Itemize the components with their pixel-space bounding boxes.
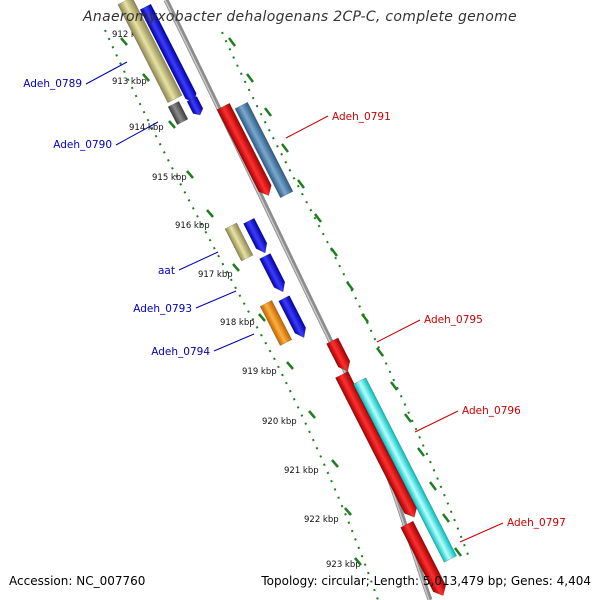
ruler-tick-mark	[206, 209, 214, 218]
ruler-tick-label: 919 kbp	[242, 367, 277, 377]
gene-label[interactable]: Adeh_0795	[424, 314, 483, 326]
gene-feature[interactable]	[352, 377, 458, 563]
gene-label-leader	[115, 121, 159, 146]
ruler-tick-label: 920 kbp	[262, 417, 297, 427]
gene-label[interactable]: Adeh_0794	[151, 346, 210, 358]
ruler-tick-label: 917 kbp	[198, 270, 233, 280]
ruler-tick-mark	[286, 361, 294, 370]
gene-label[interactable]: Adeh_0797	[507, 517, 566, 529]
gene-label-leader	[85, 61, 128, 85]
gene-label[interactable]: Adeh_0796	[462, 405, 521, 417]
gene-label-leader	[414, 410, 459, 433]
accession-text: Accession: NC_007760	[9, 574, 146, 588]
forward-ring-dash	[454, 547, 462, 557]
ruler-tick-mark	[168, 120, 176, 129]
gene-feature[interactable]	[326, 337, 353, 374]
gene-label-leader	[195, 290, 237, 309]
gene-feature[interactable]	[117, 0, 183, 104]
ruler-tick-mark	[142, 73, 150, 82]
gene-label[interactable]: Adeh_0789	[23, 78, 82, 90]
ruler-tick-label: 921 kbp	[284, 466, 319, 476]
gene-feature[interactable]	[167, 100, 189, 126]
ruler-tick-label: 922 kbp	[304, 515, 339, 525]
ruler-tick-mark	[344, 507, 352, 516]
forward-ring-dash	[281, 143, 289, 153]
forward-ring-dash	[404, 413, 412, 423]
gene-feature[interactable]	[234, 101, 294, 199]
gene-label[interactable]: aat	[158, 265, 175, 277]
forward-ring-dash	[314, 213, 322, 223]
ruler-tick-label: 916 kbp	[175, 221, 210, 231]
gene-feature[interactable]	[259, 300, 293, 346]
ruler-tick-label: 913 kbp	[112, 77, 147, 87]
gene-feature[interactable]	[224, 222, 254, 262]
ruler-tick-mark	[331, 459, 339, 468]
ruler-tick-mark	[232, 263, 240, 272]
gene-label-leader	[178, 251, 219, 271]
gene-label[interactable]: Adeh_0790	[53, 139, 112, 151]
ruler-tick-mark	[258, 313, 266, 322]
gene-label-leader	[285, 115, 329, 139]
gene-label[interactable]: Adeh_0791	[332, 111, 391, 123]
ruler-tick-label: 923 kbp	[326, 560, 361, 570]
ruler-tick-mark	[120, 37, 128, 46]
forward-ring-dash	[297, 179, 305, 189]
forward-ring-dash	[417, 447, 425, 457]
gene-feature[interactable]	[259, 253, 289, 294]
map-title: Anaeromyxobacter dehalogenans 2CP-C, com…	[83, 9, 517, 25]
gene-feature[interactable]	[335, 371, 420, 521]
forward-ring-dash	[330, 247, 338, 257]
ruler-tick-label: 912 kbp	[112, 30, 147, 40]
forward-ring-dash	[246, 73, 254, 83]
ruler-tick-mark	[354, 557, 362, 566]
forward-ring-dash	[442, 513, 450, 523]
forward-ring-dash	[264, 107, 272, 117]
gene-label-leader	[376, 319, 421, 343]
ruler-tick-mark	[308, 410, 316, 419]
gene-label[interactable]: Adeh_0793	[133, 303, 192, 315]
forward-ring-dash	[346, 281, 354, 291]
genome-backbone-highlight	[164, 0, 430, 600]
gene-features	[117, 0, 458, 599]
gene-label-leader	[213, 333, 255, 352]
gene-feature[interactable]	[243, 217, 270, 256]
gene-feature[interactable]	[278, 295, 310, 341]
ruler-tick-label: 918 kbp	[220, 318, 255, 328]
ruler-tick-mark	[186, 170, 194, 179]
gene-feature[interactable]	[216, 102, 275, 198]
genome-summary-text: Topology: circular; Length: 5,013,479 bp…	[261, 574, 591, 588]
gene-feature[interactable]	[186, 96, 205, 117]
forward-ring-dash	[390, 381, 398, 391]
forward-ring-dash	[429, 481, 437, 491]
forward-ring-dash	[228, 37, 236, 47]
gene-label-leader	[459, 522, 504, 543]
forward-ring-dash	[376, 347, 384, 357]
ruler-tick-label: 915 kbp	[152, 173, 187, 183]
forward-ring-dash	[361, 313, 369, 323]
genome-backbone	[163, 0, 433, 600]
gene-feature[interactable]	[400, 520, 450, 599]
